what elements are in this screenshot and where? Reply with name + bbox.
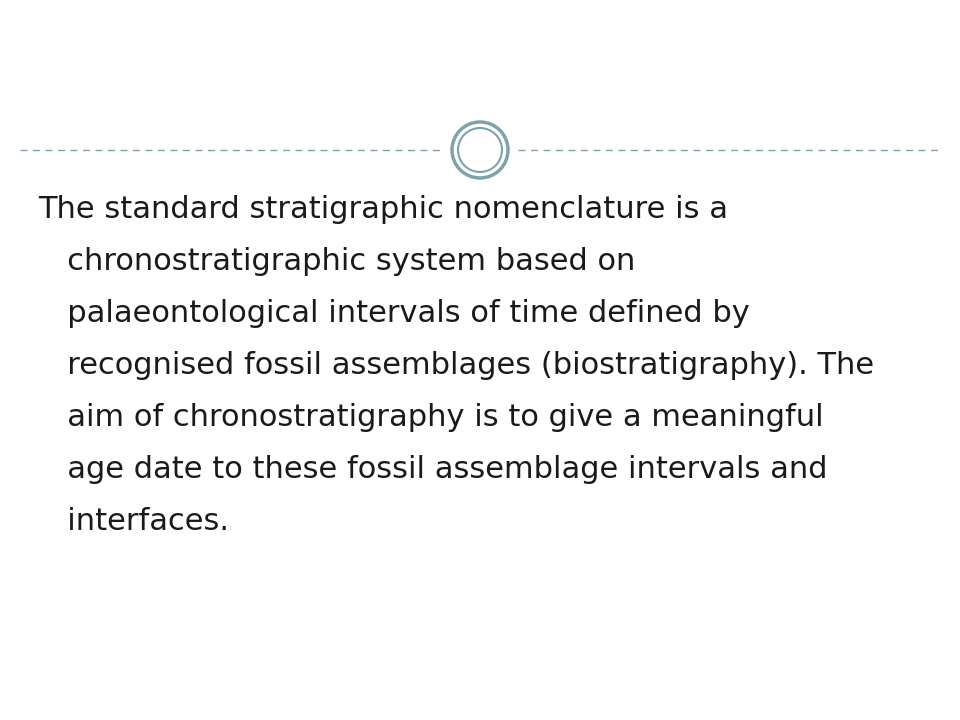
Text: interfaces.: interfaces. — [38, 507, 229, 536]
Text: recognised fossil assemblages (biostratigraphy). The: recognised fossil assemblages (biostrati… — [38, 351, 875, 380]
Text: palaeontological intervals of time defined by: palaeontological intervals of time defin… — [38, 299, 750, 328]
Text: The standard stratigraphic nomenclature is a: The standard stratigraphic nomenclature … — [38, 195, 728, 224]
Text: chronostratigraphic system based on: chronostratigraphic system based on — [38, 247, 636, 276]
Text: age date to these fossil assemblage intervals and: age date to these fossil assemblage inte… — [38, 455, 828, 484]
Circle shape — [452, 122, 508, 178]
Text: aim of chronostratigraphy is to give a meaningful: aim of chronostratigraphy is to give a m… — [38, 403, 824, 432]
